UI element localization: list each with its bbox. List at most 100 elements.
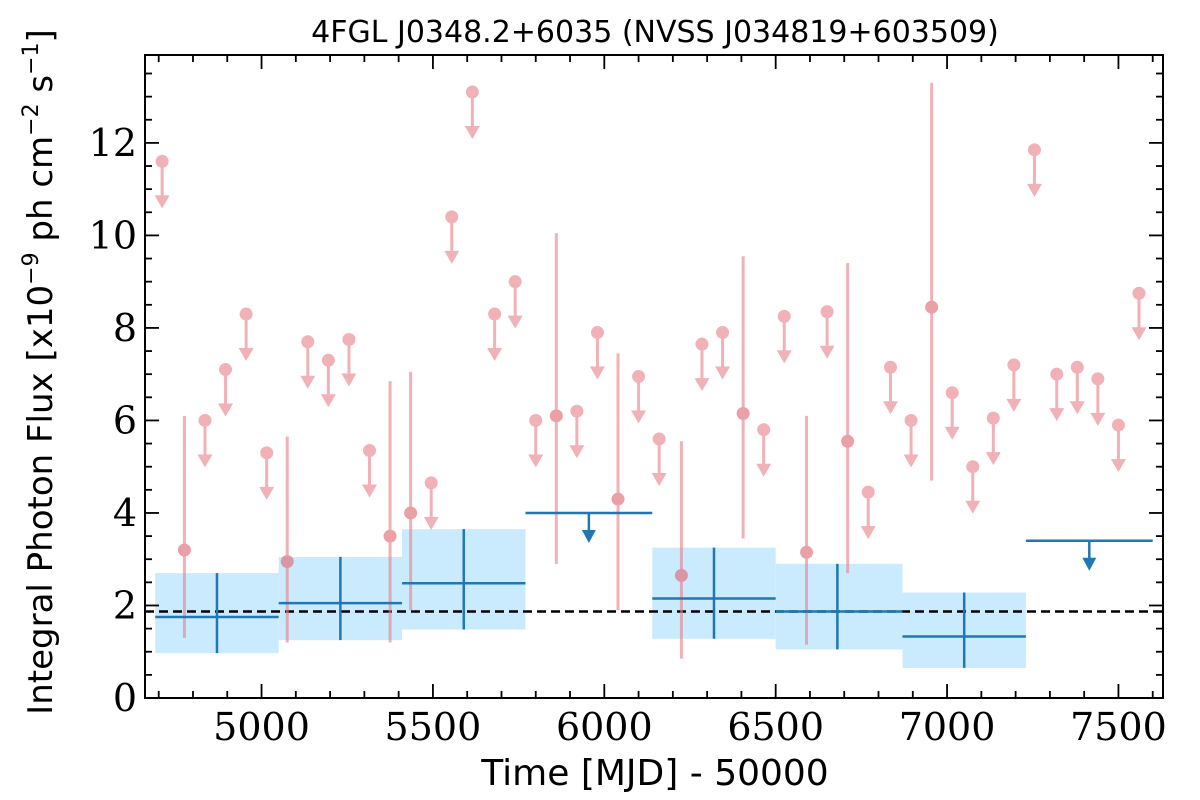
fine-upper-limit-27 [944, 386, 960, 440]
fine-upper-limit-arrowhead [528, 454, 544, 468]
fine-upper-limit-point [239, 307, 253, 321]
coarse-bin-0 [155, 573, 279, 654]
fine-upper-limit-point [1091, 372, 1105, 386]
fine-upper-limit-19 [694, 337, 710, 392]
fine-upper-limit-arrowhead [715, 366, 731, 380]
fine-upper-limit-point [198, 413, 212, 427]
fine-upper-limit-33 [1069, 360, 1085, 415]
fine-upper-limit-12 [487, 307, 503, 362]
fine-upper-limit-30 [1006, 358, 1022, 412]
x-tick-label: 6500 [727, 705, 824, 749]
fine-upper-limit-4 [259, 446, 275, 500]
fine-upper-limit-arrowhead [1006, 398, 1022, 412]
fine-upper-limit-1 [197, 413, 213, 468]
fine-upper-limit-arrowhead [154, 195, 170, 209]
fine-upper-limit-point [716, 326, 730, 340]
fine-upper-limit-15 [569, 404, 585, 459]
y-tick-label: 10 [89, 213, 137, 257]
fine-upper-limit-point [632, 370, 646, 383]
fine-upper-limit-point [986, 411, 1000, 425]
fine-upper-limit-arrowhead [1090, 412, 1106, 426]
y-label-exp-3: −1 [19, 42, 44, 74]
fine-upper-limit-arrowhead [631, 410, 647, 424]
coarse-upper-limit-1 [1025, 539, 1153, 571]
plot-frame [144, 54, 1164, 699]
fine-upper-limit-arrowhead [903, 454, 919, 468]
fine-detection-0 [177, 415, 191, 638]
fine-upper-limit-point [342, 332, 356, 346]
fine-detection-8 [800, 415, 814, 645]
y-axis-label: Integral Photon Flux [x10−9 ph cm−2 s−1] [19, 29, 61, 715]
coarse-bin-2 [402, 529, 526, 630]
y-label-prefix: Integral Photon Flux [x10 [21, 285, 61, 715]
fine-upper-limit-arrowhead [362, 484, 378, 498]
fine-upper-limit-arrowhead [1049, 408, 1065, 422]
fine-detection-2 [383, 381, 397, 643]
fine-upper-limit-arrowhead [259, 486, 275, 500]
fine-upper-limit-arrowhead [883, 401, 899, 415]
x-tick-label: 5000 [213, 705, 310, 749]
fine-upper-limit-arrowhead [197, 454, 213, 468]
fine-upper-limit-point [570, 404, 584, 418]
fine-upper-limit-point [777, 309, 791, 323]
fine-detection-point [404, 506, 418, 520]
fine-detection-point [925, 300, 939, 314]
fine-upper-limit-point [1132, 286, 1146, 300]
fine-upper-limit-17 [631, 370, 647, 424]
fine-upper-limit-3 [238, 307, 254, 362]
x-tick-label: 6000 [556, 705, 653, 749]
fine-upper-limit-9 [423, 476, 439, 530]
fine-upper-limit-5 [300, 335, 316, 389]
fine-detection-point [280, 555, 294, 569]
y-tick-label: 6 [113, 398, 137, 442]
fine-upper-limit-point [1070, 360, 1084, 374]
fine-upper-limit-arrowhead [1026, 183, 1042, 197]
fine-detection-point [841, 434, 855, 448]
fine-detection-point [800, 545, 814, 559]
fine-upper-limit-point [465, 85, 479, 99]
fine-upper-limit-36 [1131, 286, 1147, 341]
fine-upper-limit-26 [903, 413, 919, 468]
coarse-bin-1 [278, 556, 403, 641]
x-tick-label: 7500 [1070, 705, 1167, 749]
y-label-mid-2: s [21, 75, 61, 104]
fine-upper-limit-25 [883, 360, 899, 415]
y-label-mid: ph cm [21, 136, 61, 253]
fine-upper-limit-10 [444, 210, 460, 264]
coarse-upper-limit-arrowhead [1082, 557, 1097, 571]
fine-upper-limit-point [301, 335, 315, 349]
fine-upper-limit-22 [776, 309, 792, 364]
coarse-bin-3 [652, 547, 776, 639]
fine-detection-point [611, 492, 625, 506]
chart-title: 4FGL J0348.2+6035 (NVSS J034819+603509) [311, 15, 999, 50]
fine-upper-limit-arrowhead [444, 250, 460, 264]
fine-upper-limit-arrowhead [464, 126, 480, 140]
coarse-upper-limit-arrowhead [581, 529, 596, 543]
fine-detection-3 [404, 371, 418, 611]
x-tick-label: 5500 [385, 705, 482, 749]
coarse-upper-limit-0 [525, 511, 653, 543]
fine-upper-limit-point [1111, 418, 1125, 432]
fine-upper-limit-11 [464, 85, 480, 140]
fine-upper-limit-arrowhead [694, 378, 710, 392]
x-tick-label: 7000 [899, 705, 996, 749]
fine-upper-limit-point [488, 307, 502, 321]
fine-upper-limit-arrowhead [341, 373, 357, 387]
fine-upper-limit-point [363, 444, 377, 458]
fine-detection-point [674, 568, 688, 582]
fine-upper-limit-18 [651, 432, 667, 486]
fine-upper-limit-point [904, 413, 918, 427]
fine-detection-5 [611, 353, 625, 611]
fine-upper-limit-point [424, 476, 438, 490]
fine-upper-limit-point [1007, 358, 1021, 372]
fine-upper-limit-point [155, 154, 169, 168]
fine-upper-limit-13 [507, 275, 523, 329]
y-label-exp-1: −9 [19, 252, 44, 284]
fine-upper-limit-point [652, 432, 666, 446]
fine-upper-limit-34 [1090, 372, 1106, 426]
fine-upper-limit-arrowhead [507, 315, 523, 329]
fine-upper-limit-6 [320, 353, 336, 408]
y-tick-label: 2 [113, 583, 137, 627]
y-tick-label: 4 [113, 491, 137, 535]
